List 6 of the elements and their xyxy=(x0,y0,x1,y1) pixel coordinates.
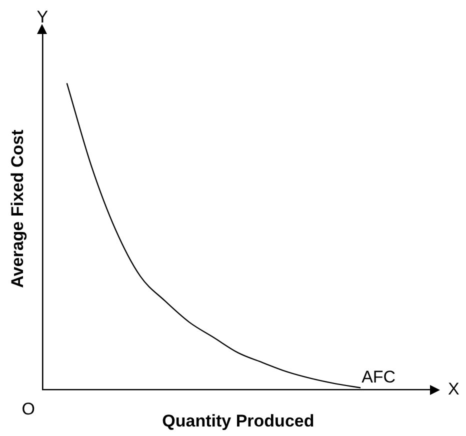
annotation: AFC xyxy=(362,367,396,386)
x-axis-title: Quantity Produced xyxy=(162,411,314,430)
text: O xyxy=(22,399,36,418)
text: Y xyxy=(36,8,48,27)
text: X xyxy=(448,379,460,398)
y-axis-title: Average Fixed Cost xyxy=(8,129,27,288)
